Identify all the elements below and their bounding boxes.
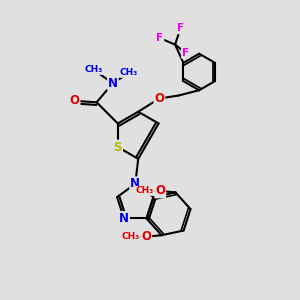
Text: N: N xyxy=(119,212,129,225)
Text: CH₃: CH₃ xyxy=(136,186,154,195)
Text: O: O xyxy=(70,94,80,107)
Text: F: F xyxy=(177,23,184,33)
Text: CH₃: CH₃ xyxy=(122,232,140,241)
Text: O: O xyxy=(141,230,151,243)
Text: O: O xyxy=(155,184,165,197)
Text: N: N xyxy=(108,77,118,90)
Text: F: F xyxy=(156,33,164,43)
Text: CH₃: CH₃ xyxy=(120,68,138,77)
Text: S: S xyxy=(114,141,122,154)
Text: O: O xyxy=(154,92,164,105)
Text: CH₃: CH₃ xyxy=(85,65,103,74)
Text: N: N xyxy=(130,177,140,190)
Text: F: F xyxy=(182,48,189,58)
